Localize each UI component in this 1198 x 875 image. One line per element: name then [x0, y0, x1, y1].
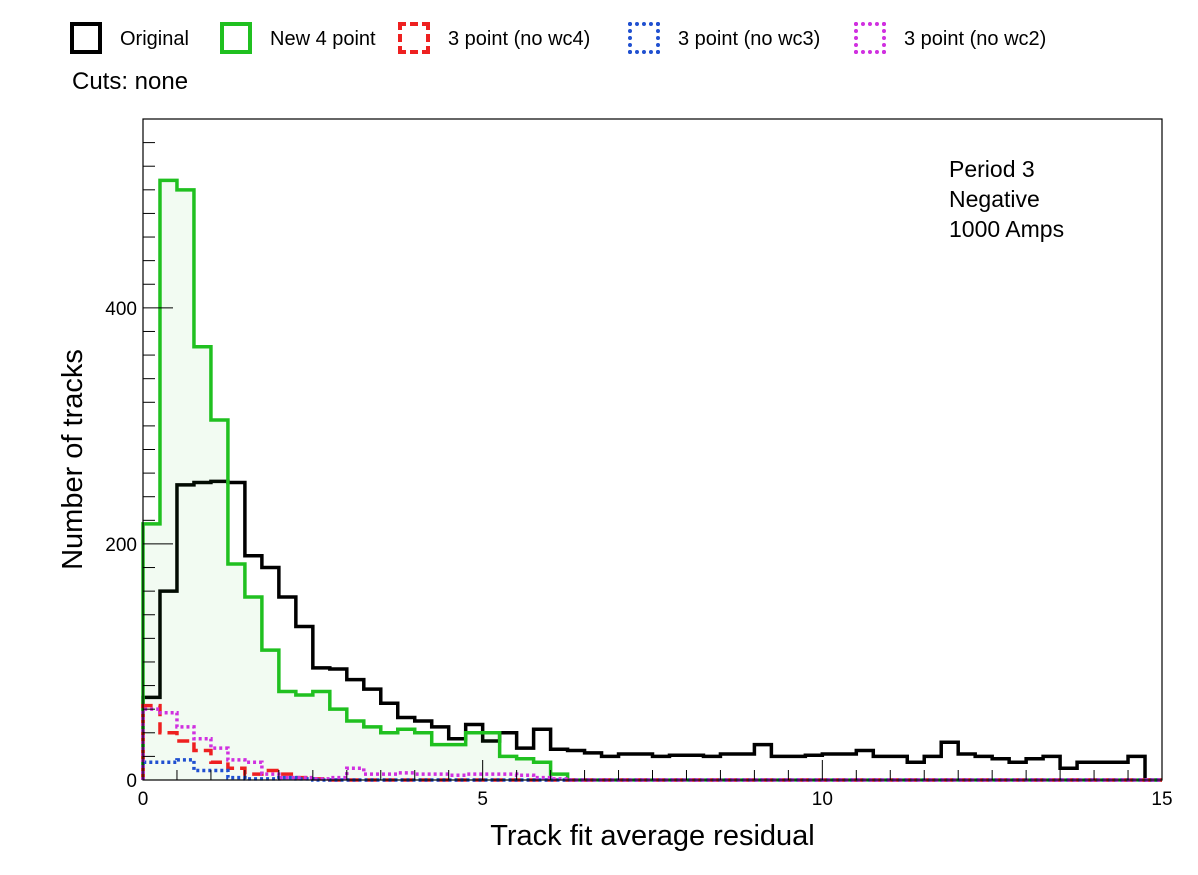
legend-swatch-original: [70, 22, 102, 54]
legend: Original New 4 point 3 point (no wc4) 3 …: [70, 14, 1180, 64]
series-original: [141, 479, 1162, 782]
y-tick-label: 400: [105, 299, 137, 320]
legend-swatch-3-point-no-wc3: [628, 22, 660, 54]
annotation-line: Period 3: [949, 156, 1035, 182]
y-tick-label: 200: [105, 535, 137, 556]
series-layer: [141, 178, 1162, 782]
legend-label-3-point-no-wc3: 3 point (no wc3): [678, 28, 821, 50]
annotation-line: Negative: [949, 186, 1040, 212]
legend-label-original: Original: [120, 28, 189, 50]
x-tick-label: 15: [1151, 789, 1172, 810]
annotation-block: Period 3 Negative 1000 Amps: [949, 156, 1064, 242]
annotation-line: 1000 Amps: [949, 216, 1064, 242]
legend-swatch-3-point-no-wc4: [398, 22, 430, 54]
legend-label-3-point-no-wc4: 3 point (no wc4): [448, 28, 591, 50]
x-axis-label: Track fit average residual: [490, 820, 815, 852]
series-new-4-point: [141, 178, 1162, 782]
x-tick-label: 0: [138, 789, 149, 810]
y-tick-label: 0: [126, 771, 137, 792]
legend-swatch-new-4-point: [220, 22, 252, 54]
legend-swatch-3-point-no-wc2: [854, 22, 886, 54]
y-axis-label: Number of tracks: [57, 349, 89, 570]
legend-label-new-4-point: New 4 point: [270, 28, 376, 50]
x-tick-label: 5: [477, 789, 488, 810]
cuts-label: Cuts: none: [72, 68, 189, 95]
x-tick-label: 10: [812, 789, 833, 810]
ticks-layer: 0 5 10 15 0 200 400: [105, 142, 1173, 810]
legend-label-3-point-no-wc2: 3 point (no wc2): [904, 28, 1047, 50]
